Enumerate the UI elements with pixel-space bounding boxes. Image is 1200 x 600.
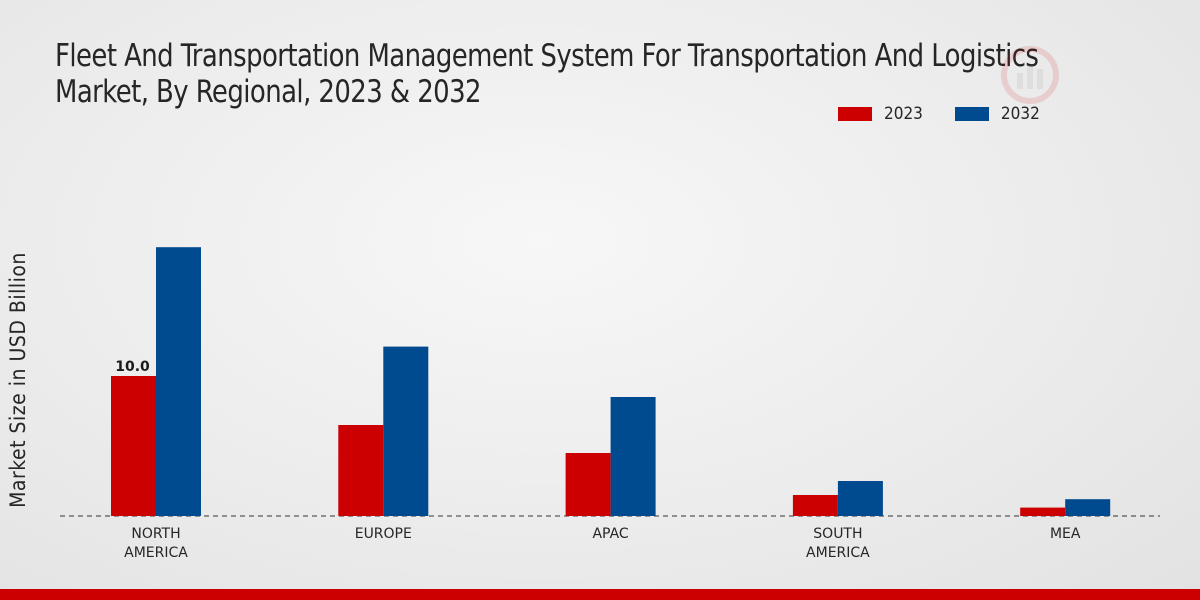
bar-2023-0[interactable] [111,376,156,516]
legend-label-2023: 2023 [884,104,923,124]
bar-2032-2[interactable] [610,397,656,516]
bar-2023-3[interactable] [792,495,838,516]
bar-2023-1[interactable] [338,425,384,516]
x-tick-label-3: SOUTH AMERICA [806,526,870,561]
bar-2023-2[interactable] [565,453,611,516]
legend-swatch-2023 [838,107,872,121]
bar-2032-4[interactable] [1065,499,1111,516]
bar-2032-0[interactable] [156,247,201,516]
legend-label-2032: 2032 [1000,104,1040,124]
bar-2032-1[interactable] [383,346,429,516]
bar-2023-4[interactable] [1020,507,1066,516]
chart-legend: 2023 2032 [838,104,1072,124]
bar-2032-3[interactable] [837,481,883,516]
x-tick-label-0: NORTH AMERICA [124,526,188,561]
x-tick-label-1: EUROPE [355,526,412,542]
legend-item-2023[interactable]: 2023 [838,104,923,124]
legend-item-2032[interactable]: 2032 [954,104,1040,124]
watermark-logo [1001,46,1059,104]
x-tick-label-2: APAC [592,526,628,542]
data-label-0: 10.0 [115,359,150,375]
legend-swatch-2032 [954,107,989,121]
chart-title-line-2: Market, By Regional, 2023 & 2032 [55,74,482,110]
chart-title: Fleet And Transportation Management Syst… [55,38,1152,110]
x-tick-label-4: MEA [1050,526,1081,542]
bottom-accent-bar [0,589,1200,600]
chart-title-line-1: Fleet And Transportation Management Syst… [55,38,1039,74]
